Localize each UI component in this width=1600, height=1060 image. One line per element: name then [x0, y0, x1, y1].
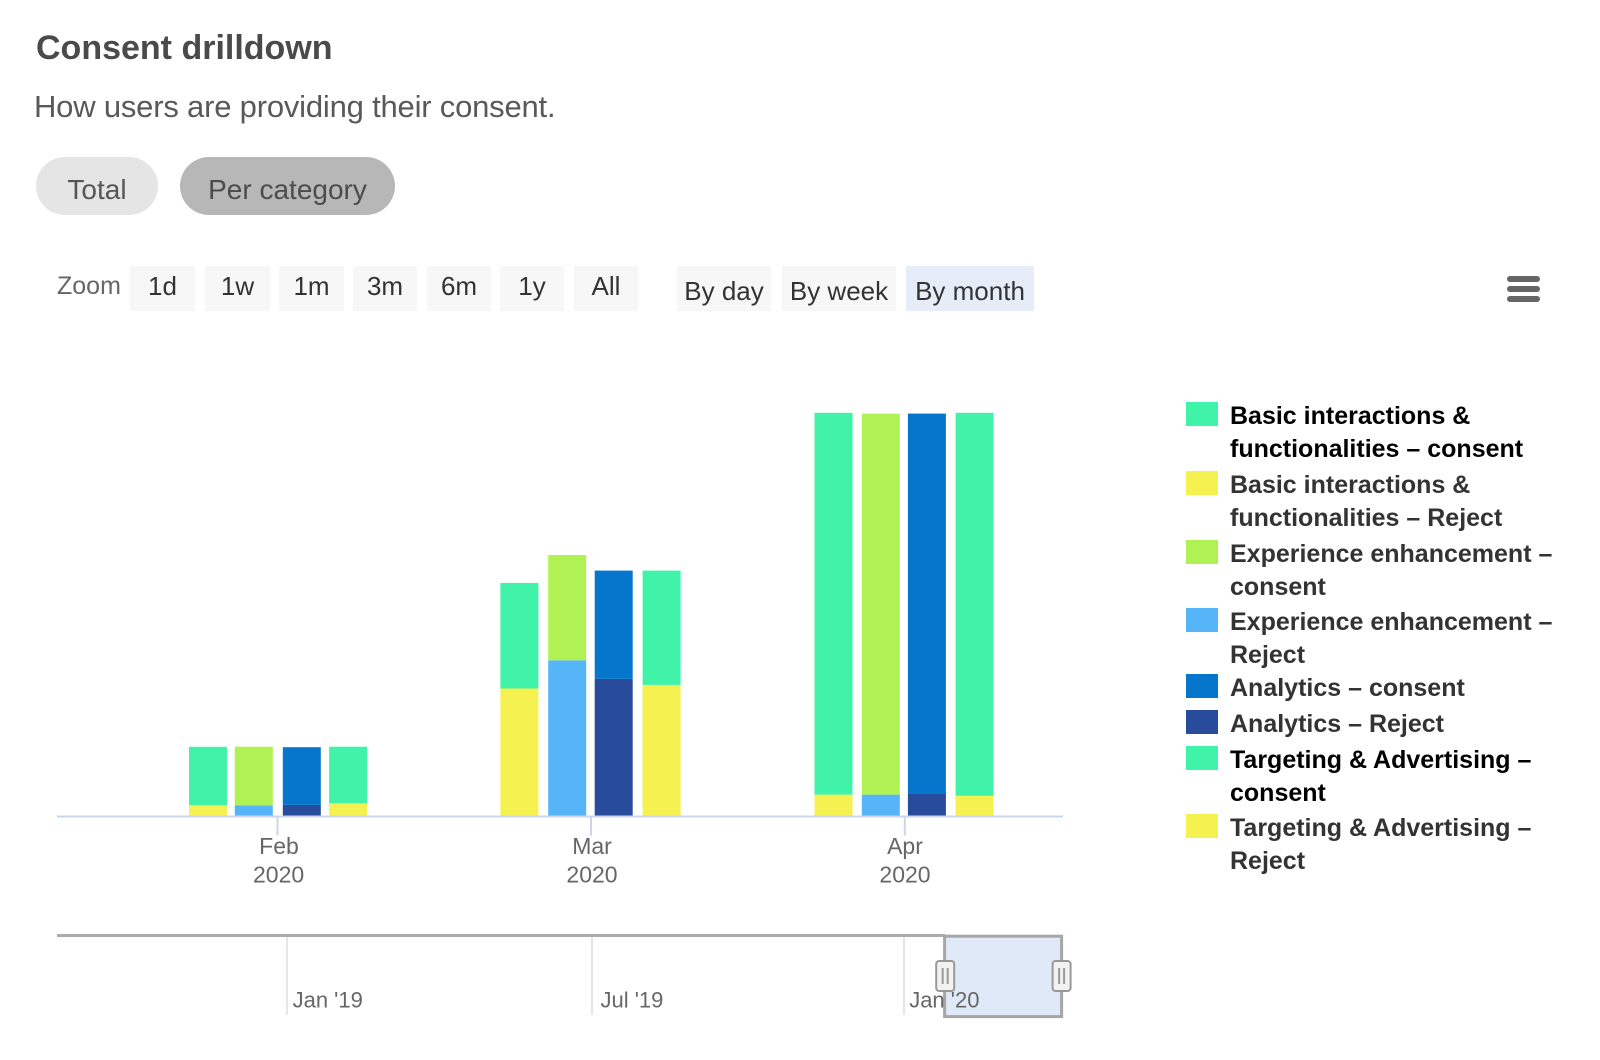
- svg-text:Jul '19: Jul '19: [601, 988, 664, 1013]
- svg-text:Apr: Apr: [887, 833, 923, 859]
- svg-text:Mar: Mar: [572, 833, 612, 859]
- svg-text:2020: 2020: [879, 862, 930, 888]
- svg-text:2020: 2020: [566, 862, 617, 888]
- svg-text:Jan '19: Jan '19: [293, 988, 363, 1013]
- svg-text:2020: 2020: [253, 862, 304, 888]
- svg-text:Feb: Feb: [259, 833, 299, 859]
